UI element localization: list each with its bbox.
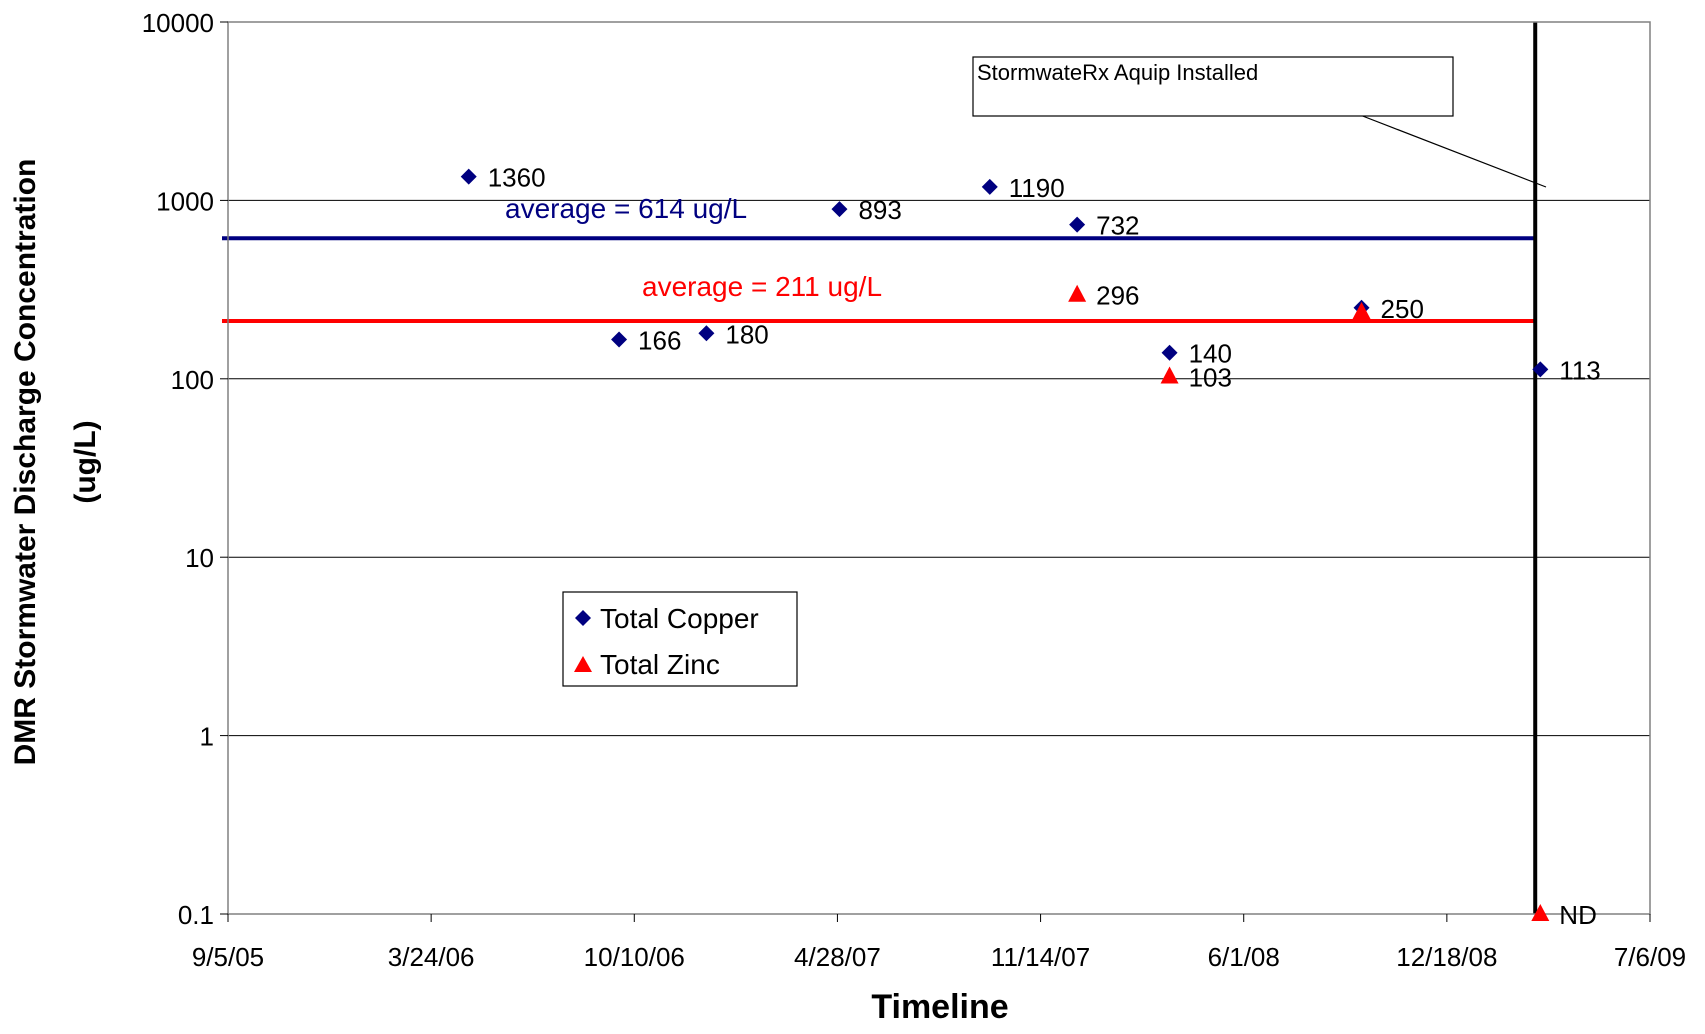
x-tick-label-3-24-06: 3/24/06 — [388, 942, 475, 972]
total-zinc-point-4-label: ND — [1559, 900, 1597, 930]
y-axis-title-line1: DMR Stormwater Discharge Concentration — [9, 159, 42, 766]
total-copper-point-5 — [981, 178, 998, 195]
legend-marker-total-zinc — [574, 656, 592, 672]
annotation-box — [972, 56, 1454, 117]
total-copper-point-8-label: 250 — [1381, 294, 1424, 324]
total-copper-point-7-label: 140 — [1189, 339, 1232, 369]
total-zinc-point-1-label: 296 — [1096, 281, 1139, 311]
total-copper-point-6 — [1069, 216, 1086, 233]
data-marks: 1360 166 180 893 1190 732 140 250 113 296 103 ND — [460, 163, 1601, 930]
total-copper-point-3 — [698, 325, 715, 342]
total-copper-point-4 — [831, 201, 848, 218]
average-label-211: average = 211 ug/L — [642, 271, 882, 302]
x-tick-label-7-6-09: 7/6/09 — [1614, 942, 1686, 972]
y-tick-label-1000: 1000 — [156, 186, 214, 216]
total-copper-point-1 — [460, 168, 477, 185]
y-tick-label-0-1: 0.1 — [178, 900, 214, 930]
total-zinc-point-2-label: 103 — [1189, 363, 1232, 393]
x-tick-label-4-28-07: 4/28/07 — [794, 942, 881, 972]
x-tick-label-10-10-06: 10/10/06 — [584, 942, 685, 972]
grid-lines — [228, 199, 1650, 737]
legend-label-total-zinc: Total Zinc — [600, 649, 720, 680]
x-tick-label-11-14-07: 11/14/07 — [991, 942, 1090, 972]
total-zinc-point-2 — [1160, 366, 1179, 384]
total-copper-point-6-label: 732 — [1096, 211, 1139, 241]
total-copper-point-1-label: 1360 — [488, 163, 546, 193]
total-zinc-point-3 — [1352, 301, 1371, 319]
legend-box — [562, 591, 798, 687]
total-copper-point-7 — [1161, 344, 1178, 361]
total-copper-point-5-label: 1190 — [1009, 173, 1065, 203]
y-tick-label-10000: 10000 — [142, 8, 214, 38]
x-axis-title: Timeline — [871, 988, 1008, 1026]
axes: 0.1 1 10 100 1000 10000 9/5/05 3/24/06 10/10/06 4… — [142, 8, 1686, 972]
total-copper-point-4-label: 893 — [858, 195, 901, 225]
y-tick-label-10: 10 — [185, 543, 214, 573]
total-copper-point-2-label: 166 — [638, 326, 681, 356]
y-axis-title-line2: (ug/L) — [69, 420, 102, 503]
legend-marker-total-copper — [575, 610, 591, 626]
legend: Total Copper Total Zinc — [562, 591, 798, 687]
total-copper-point-2 — [611, 331, 628, 348]
reference-lines: average = 614 ug/L average = 211 ug/L — [222, 22, 1538, 914]
total-zinc-point-4 — [1531, 904, 1550, 921]
annotation: StormwateRx Aquip Installed — [972, 56, 1547, 188]
y-tick-label-1: 1 — [200, 722, 214, 752]
average-label-614: average = 614 ug/L — [505, 193, 747, 224]
y-tick-label-100: 100 — [171, 365, 214, 395]
annotation-leader-line — [1359, 114, 1547, 188]
y-axis-title: DMR Stormwater Discharge Concentration (… — [9, 159, 102, 766]
total-copper-point-9-label: 113 — [1559, 355, 1600, 385]
x-tick-label-9-5-05: 9/5/05 — [192, 942, 264, 972]
total-copper-point-3-label: 180 — [725, 319, 768, 349]
x-tick-label-12-18-08: 12/18/08 — [1396, 942, 1497, 972]
x-tick-label-6-1-08: 6/1/08 — [1208, 942, 1280, 972]
plot-area — [227, 21, 1651, 915]
annotation-text: StormwateRx Aquip Installed — [977, 60, 1258, 85]
total-copper-point-9 — [1532, 361, 1549, 378]
legend-label-total-copper: Total Copper — [600, 603, 759, 634]
total-zinc-point-1 — [1068, 284, 1087, 302]
